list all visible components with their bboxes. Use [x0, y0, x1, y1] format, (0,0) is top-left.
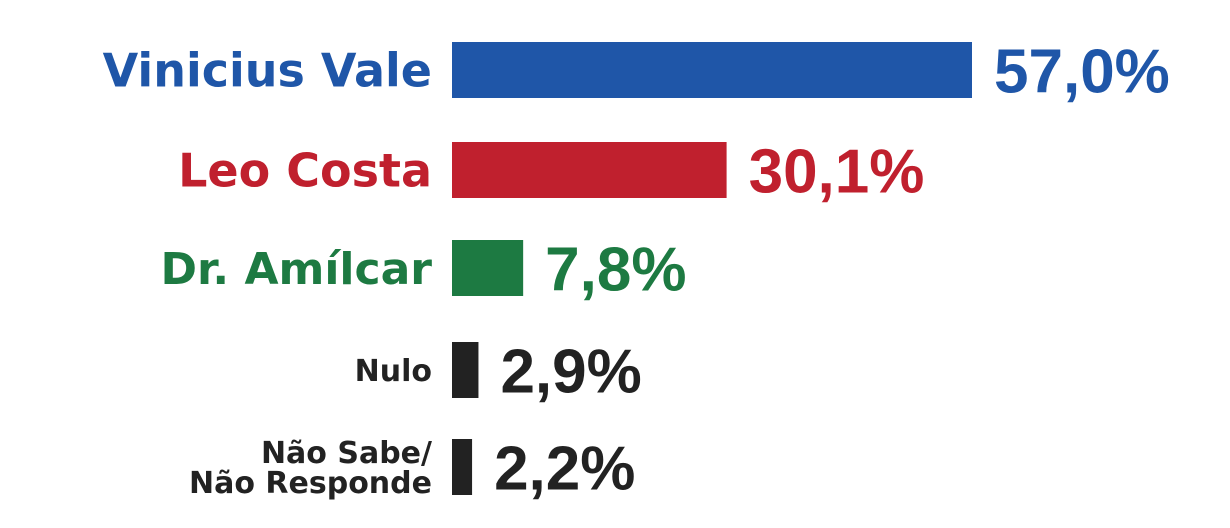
bar [452, 142, 727, 198]
category-label: Não Sabe/Não Responde [189, 436, 432, 501]
category-label: Leo Costa [178, 144, 432, 198]
value-label: 30,1% [749, 137, 925, 206]
bar [452, 42, 972, 98]
category-label: Dr. Amílcar [160, 244, 432, 295]
bar [452, 342, 479, 398]
value-label: 2,9% [500, 337, 641, 406]
category-label: Vinicius Vale [103, 44, 432, 98]
bar [452, 240, 524, 296]
category-label: Nulo [355, 354, 432, 389]
value-label: 7,8% [545, 235, 686, 304]
value-label: 2,2% [494, 434, 635, 503]
value-label: 57,0% [994, 37, 1170, 106]
bar [452, 439, 473, 495]
